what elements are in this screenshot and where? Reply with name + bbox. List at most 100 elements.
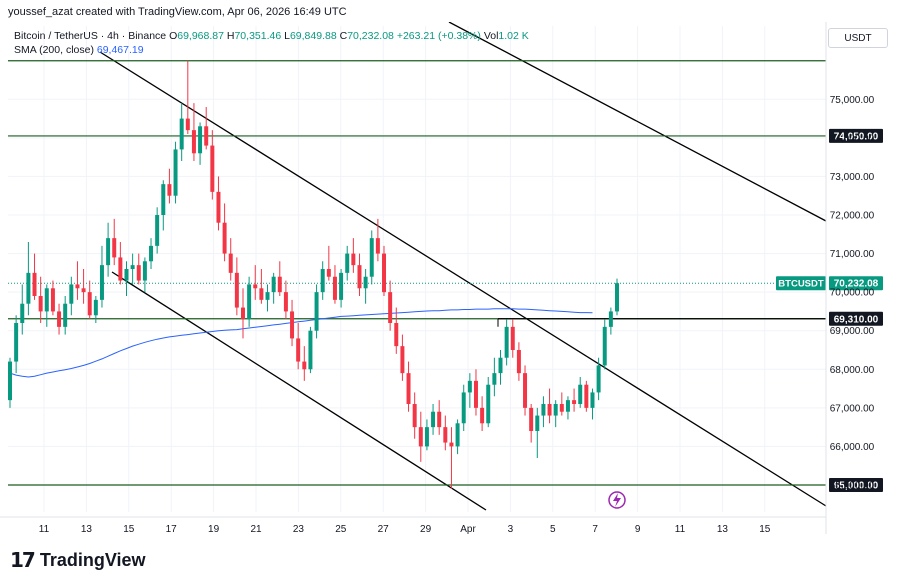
candle-body: [615, 283, 619, 312]
candle-body: [467, 380, 472, 393]
time-axis: 11 13 15 17 19 21 23 25 27 29 Apr 3 5 7 9 11 13 15: [0, 516, 826, 535]
currency-button[interactable]: USDT: [828, 28, 888, 48]
candle-body: [106, 238, 111, 266]
x-tick-label: 21: [250, 524, 262, 534]
channel-lower-line: [111, 271, 487, 511]
candle-body: [234, 272, 239, 308]
candle-body: [314, 292, 319, 331]
candle-body: [473, 380, 478, 408]
candle-body: [8, 361, 12, 401]
candle-body: [406, 373, 411, 404]
candle-body: [553, 404, 558, 416]
y-tick-label: 68,000.00: [830, 365, 875, 376]
level-label-bg: [829, 478, 883, 492]
x-tick-label: 15: [123, 524, 135, 534]
candle-body: [400, 346, 405, 374]
y-tick-label: 67,000.00: [830, 403, 875, 414]
candle-body: [87, 292, 92, 316]
x-tick-label: 13: [81, 524, 93, 534]
level-label-bg: [829, 311, 883, 326]
candle-body: [375, 238, 380, 254]
candle-body: [283, 292, 288, 312]
candle-body: [81, 288, 86, 293]
x-tick-label: 15: [759, 524, 771, 534]
candle-body: [99, 265, 104, 300]
y-tick-label: 75,000.00: [830, 95, 875, 106]
candle-body: [277, 276, 282, 293]
candle-body: [431, 411, 436, 428]
symbol-tag-label: BTCUSDT: [778, 279, 824, 290]
lightning-icon: [613, 493, 621, 507]
last-price-bg: [829, 276, 883, 291]
candlestick-chart[interactable]: 74,050.00 69,310.00 65,000.00 BTCUSDT 70,232…: [0, 21, 900, 535]
candle-body: [357, 265, 362, 289]
candle-body: [382, 253, 387, 293]
candle-body: [351, 253, 356, 266]
candle-body: [155, 215, 160, 246]
candle-body: [222, 222, 227, 254]
legend-c-value: 70,232.08: [347, 30, 397, 42]
candle-body: [93, 299, 98, 316]
legend-change: +263.21 (+0.38%): [397, 30, 484, 42]
candle-body: [492, 373, 497, 385]
y-tick-label: 69,000.00: [830, 326, 875, 337]
candle-body: [118, 257, 123, 281]
candle-body: [541, 404, 546, 416]
candle-body: [271, 276, 276, 293]
legend: Bitcoin / TetherUS · 4h · Binance O69,96…: [14, 30, 529, 56]
candle-body: [69, 284, 74, 304]
x-tick-label: 11: [39, 524, 50, 534]
candles: [8, 60, 619, 489]
candle-body: [247, 284, 252, 320]
candle-body: [596, 365, 601, 393]
y-tick-label: 65,000.00: [830, 481, 875, 492]
x-tick-label: 11: [675, 524, 686, 534]
candle-body: [259, 288, 264, 300]
legend-o-label: O: [169, 30, 177, 42]
candle-body: [578, 384, 583, 404]
candle-body: [369, 238, 374, 277]
candle-body: [44, 288, 49, 312]
legend-l-label: L: [284, 30, 290, 42]
candle-body: [216, 191, 221, 223]
legend-h-label: H: [227, 30, 235, 42]
candle-body: [308, 330, 313, 370]
y-tick-label: 73,000.00: [830, 172, 875, 183]
candle-body: [504, 326, 509, 358]
legend-sma-value: 69,467.19: [97, 44, 144, 56]
legend-vol-value: 1.02 K: [498, 30, 528, 42]
candle-body: [112, 238, 117, 258]
candle-body: [38, 296, 43, 312]
x-tick-label: 7: [592, 524, 598, 534]
candle-body: [590, 392, 595, 408]
x-tick-label: 3: [508, 524, 514, 534]
candle-body: [198, 126, 203, 154]
candle-body: [26, 272, 31, 304]
channel-upper-right-line: [448, 21, 827, 222]
candle-body: [296, 338, 301, 362]
candle-body: [602, 326, 607, 366]
candle-body: [228, 253, 233, 273]
chart-area[interactable]: 74,050.00 69,310.00 65,000.00 BTCUSDT 70,232…: [0, 21, 900, 535]
candle-body: [253, 284, 258, 289]
legend-h-value: 70,351.46: [234, 30, 284, 42]
candle-body: [559, 404, 564, 412]
candle-body: [608, 311, 613, 327]
candle-body: [339, 272, 344, 300]
candle-body: [480, 407, 485, 424]
candle-body: [547, 404, 552, 416]
y-tick-label: 70,000.00: [830, 288, 875, 299]
candle-body: [57, 311, 62, 327]
y-tick-label: 71,000.00: [830, 249, 875, 260]
x-tick-label: 29: [420, 524, 432, 534]
candle-body: [486, 384, 491, 424]
sma-200-line: [9, 308, 593, 378]
candle-body: [510, 326, 515, 350]
candle-body: [320, 269, 325, 293]
legend-line: Bitcoin / TetherUS · 4h · Binance O69,96…: [14, 30, 529, 42]
legend-l-value: 69,849.88: [290, 30, 340, 42]
candle-body: [394, 323, 399, 347]
tradingview-logo[interactable]: 17 TradingView: [10, 548, 146, 572]
level-label-bg: [829, 128, 883, 143]
candle-body: [149, 245, 154, 262]
